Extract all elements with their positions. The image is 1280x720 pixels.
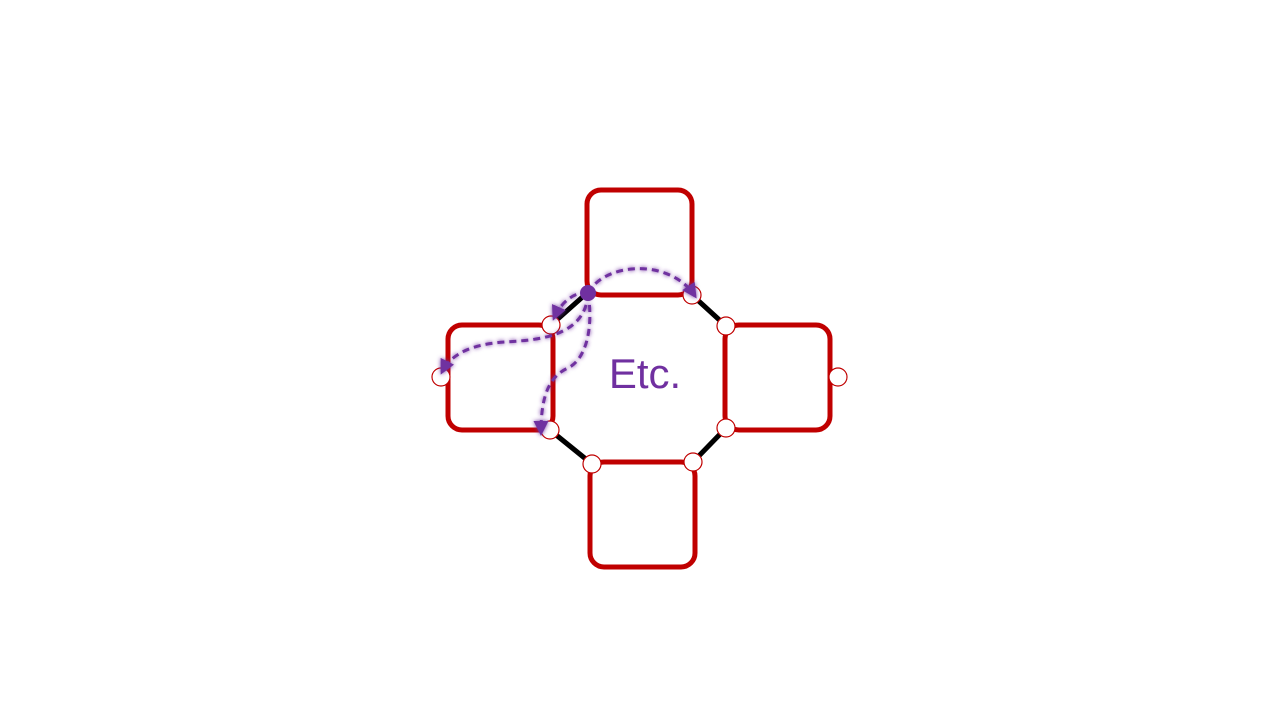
port-left-outer [431, 367, 451, 387]
box-bottom [587, 459, 698, 570]
port-right-outer [828, 367, 848, 387]
source-node[interactable] [580, 285, 596, 301]
path-to-left-outer [440, 292, 590, 375]
port-left-upper [541, 315, 561, 335]
path-to-left-lower [533, 292, 592, 436]
port-right-upper [716, 316, 736, 336]
port-right-lower [716, 418, 736, 438]
box-left [445, 322, 556, 433]
port-left-lower [540, 420, 560, 440]
port-bottom-left [582, 454, 602, 474]
path-to-top-right [586, 267, 697, 299]
port-bottom-right [683, 452, 703, 472]
port-top-right [682, 285, 702, 305]
center-label: Etc. [608, 350, 682, 397]
box-right [722, 322, 833, 433]
box-top [584, 187, 695, 298]
